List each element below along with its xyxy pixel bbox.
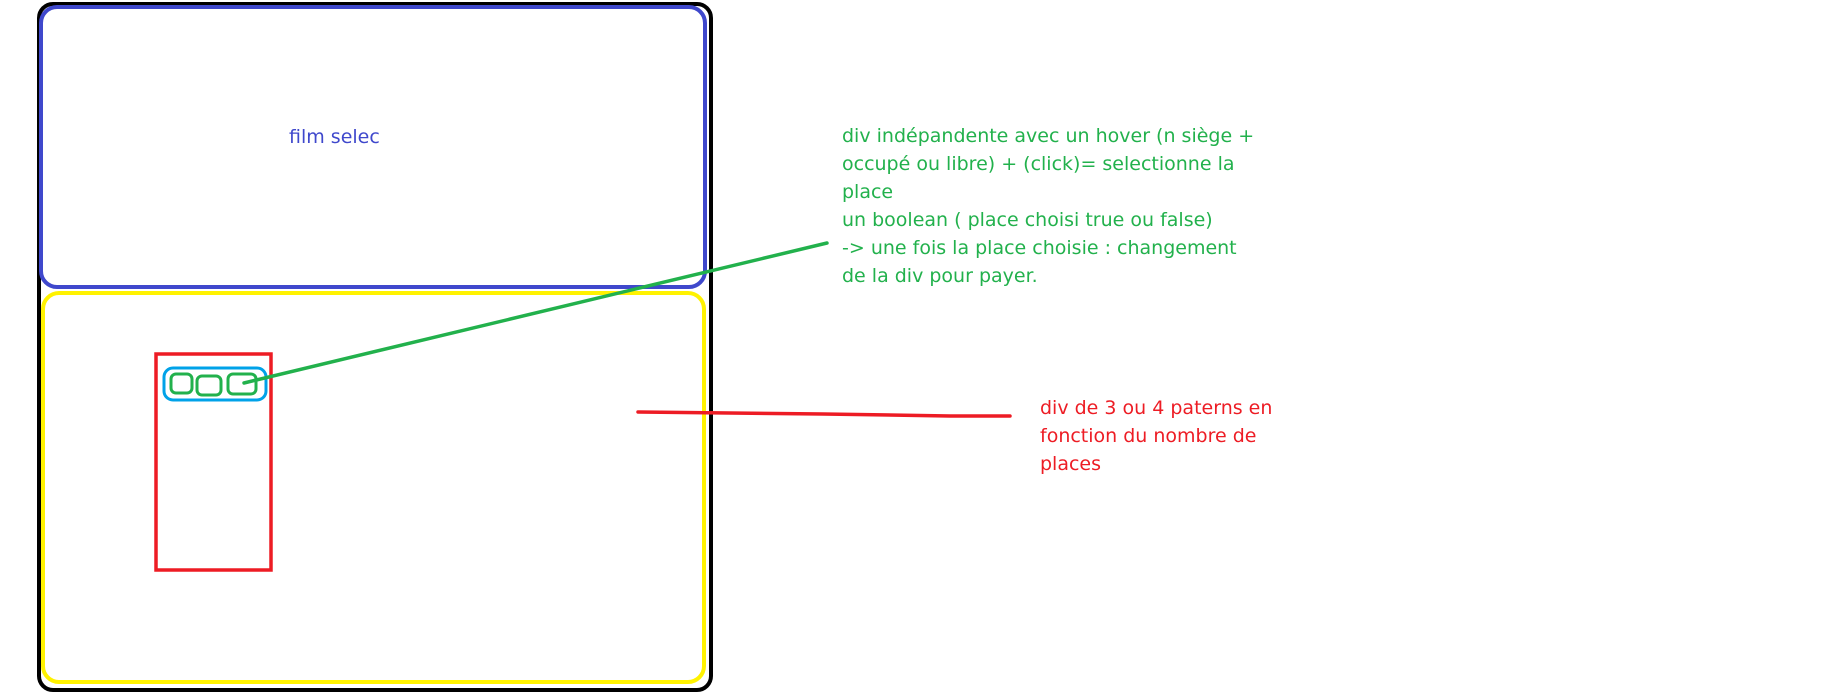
row-container-box bbox=[154, 352, 273, 572]
seat-annotation-line: -> une fois la place choisie : changemen… bbox=[842, 237, 1237, 259]
seat-box bbox=[226, 372, 258, 396]
rows-annotation-line: fonction du nombre de bbox=[1040, 425, 1257, 447]
seat-annotation: div indépandente avec un hover (n siège … bbox=[842, 122, 1254, 290]
seat-section-box bbox=[41, 291, 706, 684]
seat-callout-line bbox=[242, 241, 829, 385]
film-section-box bbox=[39, 5, 707, 289]
seat-annotation-line: div indépandente avec un hover (n siège … bbox=[842, 125, 1255, 147]
rows-annotation-line: div de 3 ou 4 paterns en bbox=[1040, 397, 1273, 419]
seat-annotation-line: de la div pour payer. bbox=[842, 265, 1038, 287]
seat-annotation-line: place bbox=[842, 181, 894, 203]
outer-frame bbox=[37, 2, 713, 692]
seat-box bbox=[195, 374, 223, 397]
seat-row-box bbox=[162, 366, 268, 402]
rows-annotation: div de 3 ou 4 paterns en fonction du nom… bbox=[1040, 394, 1272, 478]
seat-annotation-line: occupé ou libre) + (click)= selectionne … bbox=[842, 153, 1235, 175]
rows-annotation-line: places bbox=[1040, 453, 1102, 475]
seat-box bbox=[169, 372, 194, 395]
film-section-label: film selec bbox=[289, 126, 380, 148]
rows-callout-line bbox=[636, 410, 1012, 418]
seat-annotation-line: un boolean ( place choisi true ou false) bbox=[842, 209, 1213, 231]
